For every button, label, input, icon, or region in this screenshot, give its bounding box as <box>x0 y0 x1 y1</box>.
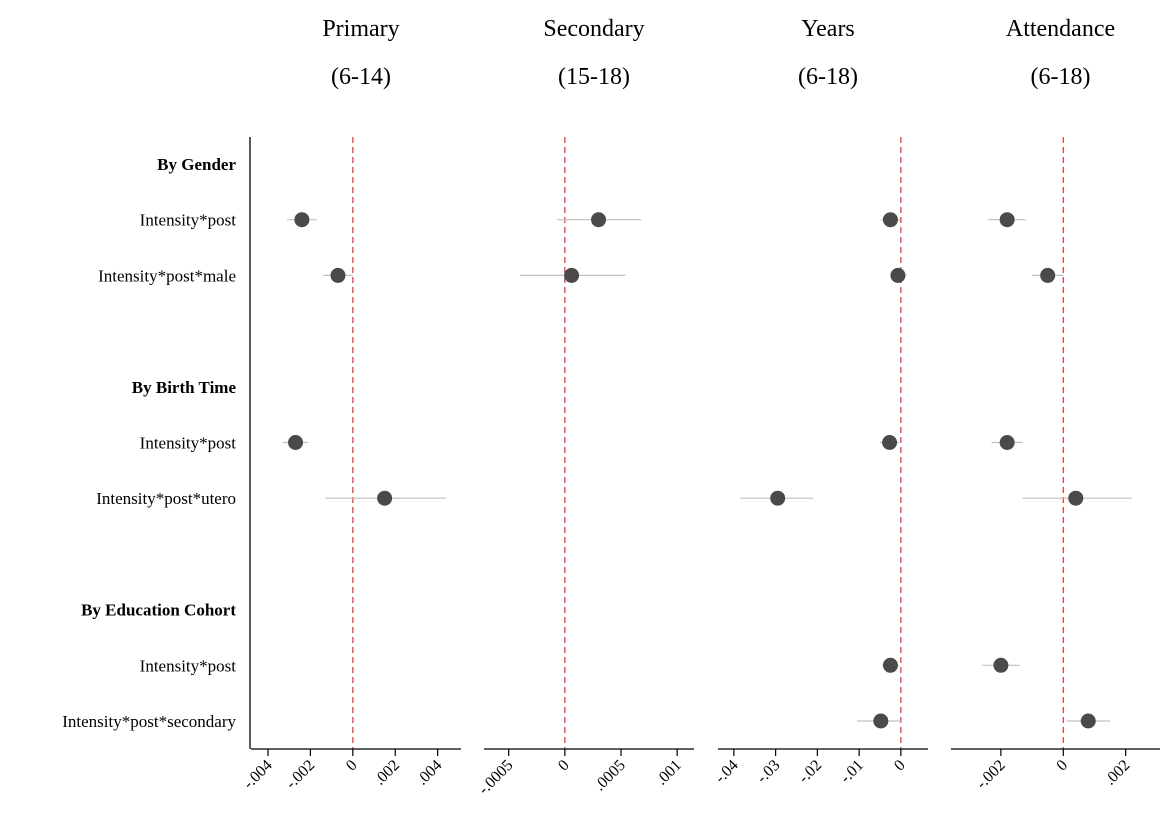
panel-subtitle: (6-14) <box>331 64 391 90</box>
x-tick-label: -.004 <box>240 757 276 793</box>
panel-title: Primary <box>322 16 399 42</box>
point-estimate-marker <box>564 267 580 283</box>
x-tick-label: 0 <box>1053 757 1071 775</box>
x-tick-label: .002 <box>371 757 403 789</box>
section-label: By Birth Time <box>132 378 237 397</box>
row-label: Intensity*post <box>140 211 237 230</box>
point-estimate-marker <box>873 713 889 729</box>
row-label: Intensity*post*utero <box>96 489 236 508</box>
point-estimate-marker <box>288 435 304 450</box>
point-estimate-marker <box>882 435 898 450</box>
x-tick-label: -.01 <box>837 757 867 787</box>
x-tick-label: -.0005 <box>475 757 516 798</box>
point-estimate-marker <box>1080 713 1096 729</box>
x-tick-label: .001 <box>653 757 685 789</box>
x-tick-label: .0005 <box>591 757 628 794</box>
x-tick-label: 0 <box>891 757 909 775</box>
x-tick-label: -.04 <box>712 757 742 787</box>
panel-title: Years <box>801 16 855 42</box>
point-estimate-marker <box>294 212 310 228</box>
panel-subtitle: (6-18) <box>798 64 858 90</box>
point-estimate-marker <box>999 435 1015 450</box>
point-estimate-marker <box>993 657 1009 673</box>
section-label: By Gender <box>157 155 236 174</box>
row-label: Intensity*post <box>140 656 237 675</box>
row-label: Intensity*post*secondary <box>62 712 236 731</box>
row-label: Intensity*post <box>140 434 237 453</box>
point-estimate-marker <box>1068 490 1084 506</box>
section-label: By Education Cohort <box>81 601 236 620</box>
x-tick-label: -.002 <box>973 757 1009 793</box>
point-estimate-marker <box>890 267 906 283</box>
panel-subtitle: (6-18) <box>1031 64 1091 90</box>
x-tick-label: .002 <box>1102 757 1134 789</box>
x-tick-label: -.002 <box>283 757 319 793</box>
x-tick-label: 0 <box>343 757 361 775</box>
point-estimate-marker <box>330 267 346 283</box>
point-estimate-marker <box>882 212 898 228</box>
point-estimate-marker <box>591 212 607 228</box>
panel-title: Secondary <box>543 16 644 42</box>
point-estimate-marker <box>770 490 786 506</box>
x-tick-label: 0 <box>555 757 573 775</box>
point-estimate-marker <box>999 212 1015 228</box>
row-label: Intensity*post*male <box>98 266 236 285</box>
point-estimate-marker <box>377 490 393 506</box>
point-estimate-marker <box>882 657 898 673</box>
x-tick-label: -.02 <box>795 757 825 787</box>
panel-title: Attendance <box>1006 16 1115 42</box>
panel-subtitle: (15-18) <box>558 64 630 90</box>
point-estimate-marker <box>1040 267 1056 283</box>
x-tick-label: -.03 <box>754 757 784 787</box>
x-tick-label: .004 <box>414 757 446 789</box>
